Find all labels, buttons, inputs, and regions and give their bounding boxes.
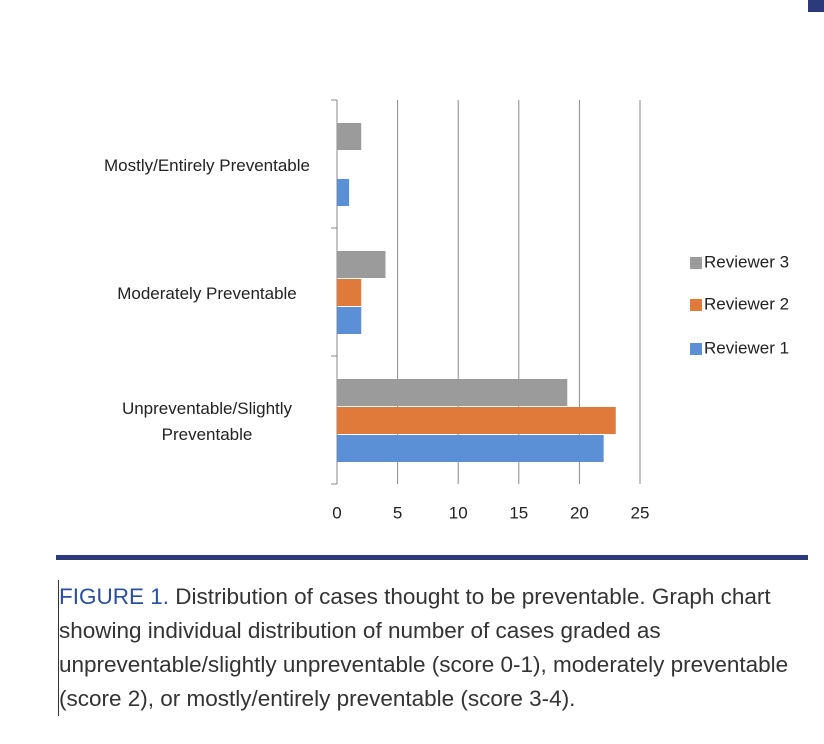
legend-label: Reviewer 3 <box>704 252 789 271</box>
bar <box>337 307 362 334</box>
bar <box>337 179 350 206</box>
bar <box>337 435 604 462</box>
corner-mark <box>808 0 824 12</box>
y-tick-label: Moderately Preventable <box>117 284 297 303</box>
x-tick-label: 5 <box>393 503 402 522</box>
bar <box>337 251 386 278</box>
y-tick-label: Unpreventable/Slightly Preventable <box>121 399 293 444</box>
caption-text: Distribution of cases thought to be prev… <box>59 584 789 711</box>
x-tick-label: 20 <box>570 503 589 522</box>
x-tick-label: 0 <box>332 503 341 522</box>
y-tick-label: Mostly/Entirely Preventable <box>104 156 310 175</box>
legend-label: Reviewer 2 <box>704 294 789 313</box>
legend-swatch <box>690 299 702 311</box>
bar <box>337 279 362 306</box>
chart: 0 5 10 15 20 25 Reviewer 1 Reviewer 2 Reviewer 3 <box>56 99 808 560</box>
x-tick-label: 10 <box>449 503 468 522</box>
caption: FIGURE 1. Distribution of cases thought … <box>58 580 815 716</box>
x-tick-label: 25 <box>631 503 650 522</box>
caption-label: FIGURE 1. <box>59 584 170 609</box>
legend-swatch <box>690 343 702 355</box>
bar <box>337 123 362 150</box>
x-tick-label: 15 <box>509 503 528 522</box>
bar <box>337 407 616 434</box>
legend-swatch <box>690 257 702 269</box>
bar <box>337 379 568 406</box>
legend-label: Reviewer 1 <box>704 338 789 357</box>
rule <box>56 555 808 560</box>
